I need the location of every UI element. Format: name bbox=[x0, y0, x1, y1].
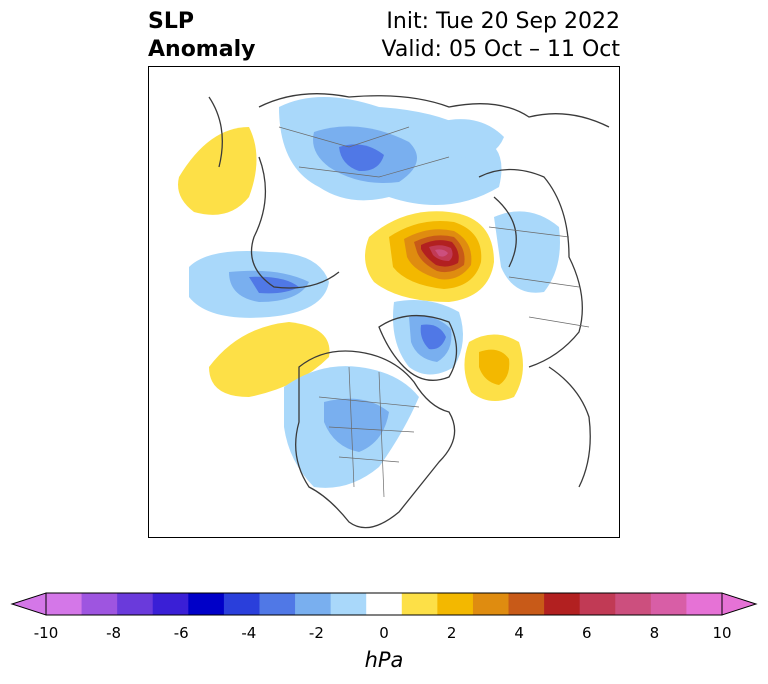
colorbar-bin bbox=[544, 593, 581, 615]
colorbar-tick-label: 6 bbox=[582, 624, 592, 642]
colorbar-tick-label: 0 bbox=[379, 624, 389, 642]
colorbar-bin bbox=[188, 593, 225, 615]
borders bbox=[278, 126, 590, 498]
map-title-variable: SLP Anomaly bbox=[148, 8, 255, 64]
colorbar-units: hPa bbox=[364, 648, 404, 672]
init-date: Init: Tue 20 Sep 2022 bbox=[386, 9, 620, 34]
colorbar-bin bbox=[686, 593, 723, 615]
colorbar-svg bbox=[10, 592, 758, 616]
positive-anomaly-east-asia bbox=[178, 127, 257, 215]
map-svg bbox=[178, 93, 610, 529]
colorbar-tick-label: -10 bbox=[33, 624, 59, 642]
colorbar-bin bbox=[366, 593, 403, 615]
colorbar-tick-label: 10 bbox=[712, 624, 732, 642]
colorbar-bin bbox=[650, 593, 687, 615]
colorbar-frame bbox=[45, 592, 723, 616]
map-title-dates: Init: Tue 20 Sep 2022 Valid: 05 Oct – 11… bbox=[382, 8, 620, 64]
colorbar bbox=[0, 585, 768, 629]
map-panel bbox=[148, 66, 620, 538]
colorbar-tick-label: -8 bbox=[106, 624, 122, 642]
colorbar-bin bbox=[259, 593, 296, 615]
title-line-1: SLP bbox=[148, 9, 194, 34]
coastlines bbox=[208, 93, 610, 529]
anomaly-fields bbox=[178, 97, 560, 488]
colorbar-bin bbox=[81, 593, 118, 615]
colorbar-bin bbox=[152, 593, 189, 615]
colorbar-tick-label: 4 bbox=[514, 624, 524, 642]
colorbar-tick-label: -6 bbox=[173, 624, 189, 642]
colorbar-bin bbox=[615, 593, 652, 615]
colorbar-bin bbox=[401, 593, 438, 615]
colorbar-bin bbox=[508, 593, 545, 615]
colorbar-bin bbox=[472, 593, 510, 615]
title-line-2: Anomaly bbox=[148, 37, 256, 62]
negative-anomaly-russia bbox=[494, 211, 560, 293]
colorbar-bin bbox=[295, 593, 332, 615]
colorbar-bin bbox=[579, 593, 616, 615]
colorbar-tick-label: 2 bbox=[446, 624, 457, 642]
colorbar-tick-label: 8 bbox=[649, 624, 660, 642]
colorbar-extend-max bbox=[721, 592, 758, 616]
colorbar-bin bbox=[46, 593, 83, 615]
colorbar-bin bbox=[223, 593, 260, 615]
colorbar-tick-label: -2 bbox=[308, 624, 324, 642]
colorbar-extend-min bbox=[10, 592, 47, 616]
valid-period: Valid: 05 Oct – 11 Oct bbox=[381, 37, 620, 62]
colorbar-bin bbox=[437, 593, 474, 615]
colorbar-tick-label: -4 bbox=[241, 624, 257, 642]
colorbar-bin bbox=[117, 593, 154, 615]
colorbar-bin bbox=[330, 593, 367, 615]
